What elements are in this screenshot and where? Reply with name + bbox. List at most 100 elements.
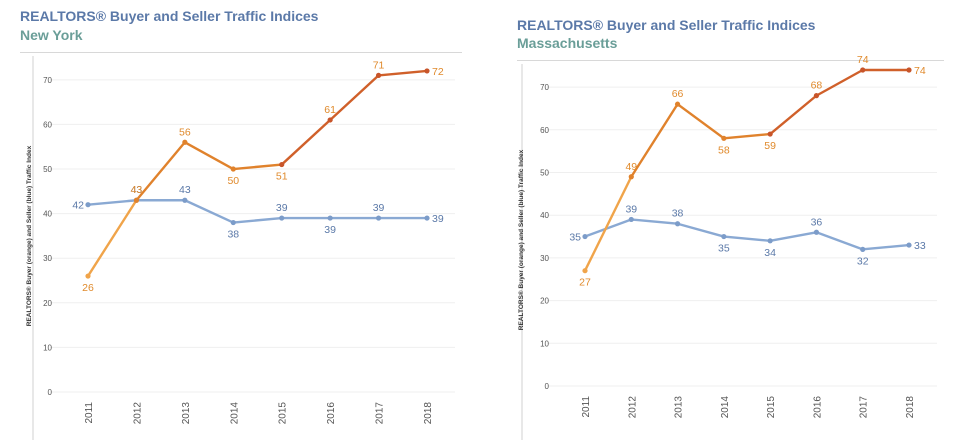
y-tick-label: 40 — [43, 210, 52, 219]
buyer-line-segment — [328, 74, 380, 122]
seller-point — [628, 216, 634, 223]
y-tick-label: 60 — [43, 120, 52, 129]
buyer-data-label: 72 — [432, 66, 444, 78]
seller-data-label: 43 — [131, 184, 143, 196]
y-tick-label: 70 — [540, 83, 549, 92]
chart-title: REALTORS® Buyer and Seller Traffic Indic… — [20, 8, 319, 24]
seller-point — [327, 215, 333, 221]
buyer-data-label: 26 — [82, 282, 94, 294]
seller-point — [375, 215, 382, 221]
buyer-data-label: 49 — [625, 161, 637, 173]
buyer-data-label: 58 — [718, 144, 730, 156]
buyer-point — [628, 174, 634, 180]
seller-data-label: 36 — [811, 216, 823, 228]
seller-point — [721, 233, 727, 240]
x-tick-label: 2013 — [674, 396, 685, 419]
x-tick-label: 2014 — [229, 402, 240, 425]
buyer-line-segment — [583, 175, 633, 272]
buyer-line-segment — [377, 69, 429, 77]
seller-data-label: 32 — [857, 255, 869, 267]
chart-title: REALTORS® Buyer and Seller Traffic Indic… — [517, 17, 816, 33]
seller-data-label: 42 — [72, 200, 84, 212]
x-tick-label: 2015 — [278, 402, 289, 425]
y-tick-label: 50 — [43, 165, 52, 174]
buyer-line-segment — [815, 68, 864, 97]
y-tick-label: 70 — [43, 76, 52, 85]
buyer-line-segment — [280, 118, 332, 166]
seller-line — [87, 199, 427, 224]
x-tick-label: 2016 — [326, 402, 337, 425]
title-divider — [517, 60, 944, 61]
line-chart-massachusetts: 0 10 20 30 40 50 60 70 2011 2012 2013 2014 2015 2016 2… — [517, 54, 937, 440]
buyer-line-segment — [183, 141, 235, 171]
buyer-data-label: 56 — [179, 126, 191, 138]
buyer-point — [133, 197, 140, 203]
x-tick-label: 2014 — [720, 396, 731, 419]
buyer-point — [327, 117, 333, 123]
buyer-data-label: 59 — [764, 140, 776, 152]
buyer-point — [230, 166, 236, 172]
buyer-data-label: 50 — [227, 175, 239, 187]
y-tick-label: 20 — [540, 297, 549, 306]
y-axis-label: REALTORS® Buyer (orange) and Seller (blu… — [517, 149, 525, 330]
x-tick-label: 2011 — [581, 396, 592, 418]
buyer-point — [674, 101, 681, 107]
buyer-data-label: 74 — [857, 54, 869, 66]
y-tick-label: 10 — [43, 343, 52, 352]
buyer-data-label: 68 — [811, 80, 823, 92]
buyer-point — [721, 135, 727, 141]
seller-point — [85, 202, 91, 208]
y-tick-label: 0 — [48, 388, 53, 397]
chart-subtitle: Massachusetts — [517, 35, 618, 51]
x-tick-label: 2015 — [766, 396, 777, 419]
y-tick-label: 10 — [540, 339, 549, 348]
buyer-point — [767, 131, 773, 137]
buyer-point — [906, 67, 912, 73]
seller-data-label: 39 — [373, 202, 385, 214]
seller-line — [584, 218, 910, 251]
buyer-data-label: 66 — [672, 88, 684, 100]
buyer-line-segment — [676, 102, 726, 140]
seller-point — [813, 229, 820, 235]
seller-data-label: 35 — [569, 232, 581, 244]
seller-point — [582, 233, 588, 240]
x-tick-label: 2013 — [181, 402, 192, 425]
buyer-line-segment — [768, 94, 818, 136]
buyer-point — [424, 68, 430, 74]
seller-data-label: 43 — [179, 184, 191, 196]
seller-data-label: 34 — [764, 247, 776, 259]
buyer-line-segment — [232, 163, 283, 171]
x-tick-label: 2012 — [627, 396, 638, 419]
seller-point — [860, 246, 866, 252]
seller-point — [767, 238, 773, 244]
buyer-line-segment — [722, 132, 772, 140]
y-tick-label: 0 — [545, 382, 550, 391]
buyer-line-segment — [630, 102, 679, 178]
y-tick-label: 40 — [540, 211, 549, 220]
title-divider — [20, 52, 462, 53]
x-tick-label: 2017 — [375, 402, 386, 425]
x-tick-label: 2016 — [812, 396, 823, 419]
y-tick-label: 50 — [540, 168, 549, 177]
buyer-line-segment — [86, 199, 138, 278]
y-tick-label: 20 — [43, 299, 52, 308]
buyer-data-label: 74 — [914, 65, 926, 77]
buyer-data-label: 43 — [131, 184, 143, 196]
buyer-point — [860, 67, 866, 73]
chart-panel-new-york: REALTORS® Buyer and Seller Traffic Indic… — [20, 8, 462, 440]
buyer-point — [85, 273, 91, 279]
x-tick-label: 2011 — [84, 402, 95, 424]
seller-point — [279, 215, 285, 221]
x-tick-label: 2017 — [859, 396, 870, 419]
buyer-line-segment — [135, 141, 187, 202]
buyer-data-label: 51 — [276, 171, 288, 183]
seller-point — [674, 221, 681, 227]
y-axis-label: REALTORS® Buyer (orange) and Seller (blu… — [25, 145, 33, 326]
seller-data-label: 39 — [276, 202, 288, 214]
buyer-data-label: 61 — [324, 104, 336, 116]
chart-panel-massachusetts: REALTORS® Buyer and Seller Traffic Indic… — [497, 0, 964, 445]
seller-data-label: 38 — [672, 208, 684, 220]
seller-point — [906, 242, 912, 248]
y-tick-label: 30 — [43, 254, 52, 263]
seller-data-label: 35 — [718, 243, 730, 255]
